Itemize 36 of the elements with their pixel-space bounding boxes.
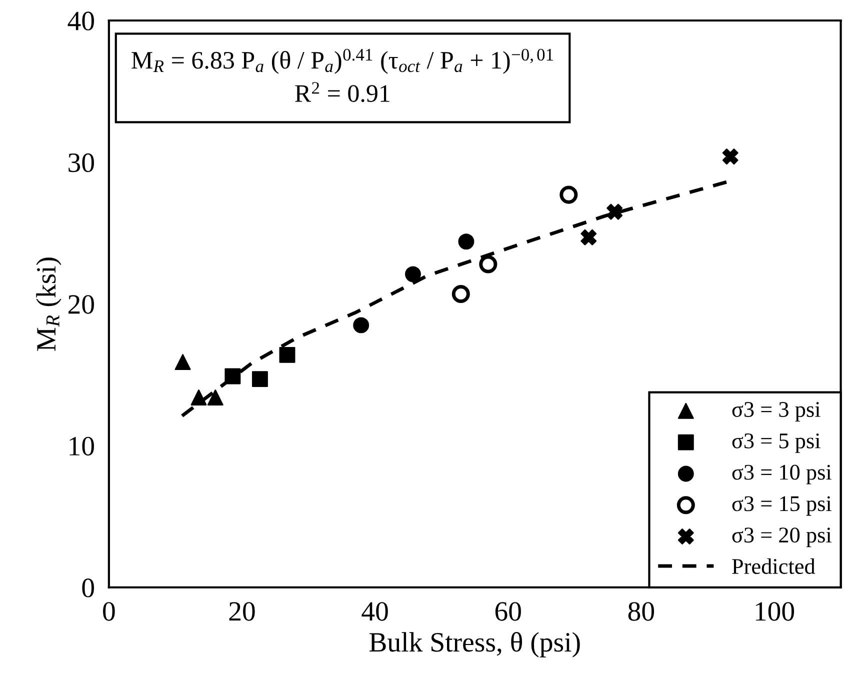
- text: M$_{R}$ = 6.83 P$_{a}$ (θ / P$_{a}$)$^{0.41}$ (τ$_{oct}$ / P$_{a}$ + 1)$^{−0,01}$: [132, 48, 553, 74]
- point: [722, 148, 738, 165]
- x-tick-label: 0: [103, 602, 115, 621]
- point: [224, 368, 241, 384]
- x-tick-label: 20: [229, 602, 255, 621]
- x-tick-label: 100: [756, 602, 794, 621]
- annotation: R$^{2}$ = 0.91: [295, 82, 390, 102]
- legend-label: σ3 = 15 psi: [732, 496, 832, 516]
- legend-label: σ3 = 20 psi: [732, 528, 832, 548]
- point: [560, 186, 578, 204]
- y-tick-label: 0: [82, 578, 94, 598]
- legend-label: Predicted: [732, 558, 816, 574]
- legend-label: σ3 = 3 psi: [732, 402, 820, 422]
- legend-label: σ3 = 10 psi: [732, 464, 832, 484]
- point: [405, 266, 421, 282]
- y-axis-title: M$_{R}$ (ksi): [36, 258, 62, 351]
- point: [606, 204, 623, 220]
- y-tick-label: 40: [68, 12, 94, 30]
- point: [174, 354, 191, 370]
- y-tick-label: 10: [70, 436, 94, 456]
- x-axis-title: Bulk Stress, θ (psi): [369, 632, 580, 658]
- legend-label: σ3 = 5 psi: [732, 433, 820, 453]
- x-tick-label: 60: [495, 602, 521, 621]
- point: [580, 229, 597, 246]
- point: [252, 371, 268, 388]
- x-tick-label: 40: [362, 602, 388, 621]
- point: [279, 346, 296, 363]
- y-tick-label: 30: [68, 153, 94, 172]
- y-tick-label: 20: [68, 295, 94, 314]
- point: [190, 389, 207, 406]
- point: [479, 255, 498, 274]
- point: [458, 234, 474, 250]
- x-tick-label: 80: [628, 602, 654, 621]
- point: [353, 317, 370, 334]
- point: [452, 284, 470, 304]
- point: [207, 389, 224, 406]
